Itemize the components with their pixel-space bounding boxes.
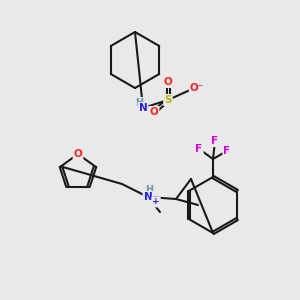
Text: O: O xyxy=(74,149,82,159)
Text: H: H xyxy=(135,98,143,108)
Text: N: N xyxy=(144,192,152,202)
Text: O⁻: O⁻ xyxy=(190,83,204,93)
Text: F: F xyxy=(224,146,231,156)
Text: H: H xyxy=(145,185,153,195)
Text: F: F xyxy=(212,136,219,146)
Text: S: S xyxy=(164,95,172,105)
Text: F: F xyxy=(195,144,203,154)
Text: N: N xyxy=(139,103,147,113)
Text: O: O xyxy=(150,107,158,117)
Text: O: O xyxy=(164,77,172,87)
Text: +: + xyxy=(152,197,160,206)
